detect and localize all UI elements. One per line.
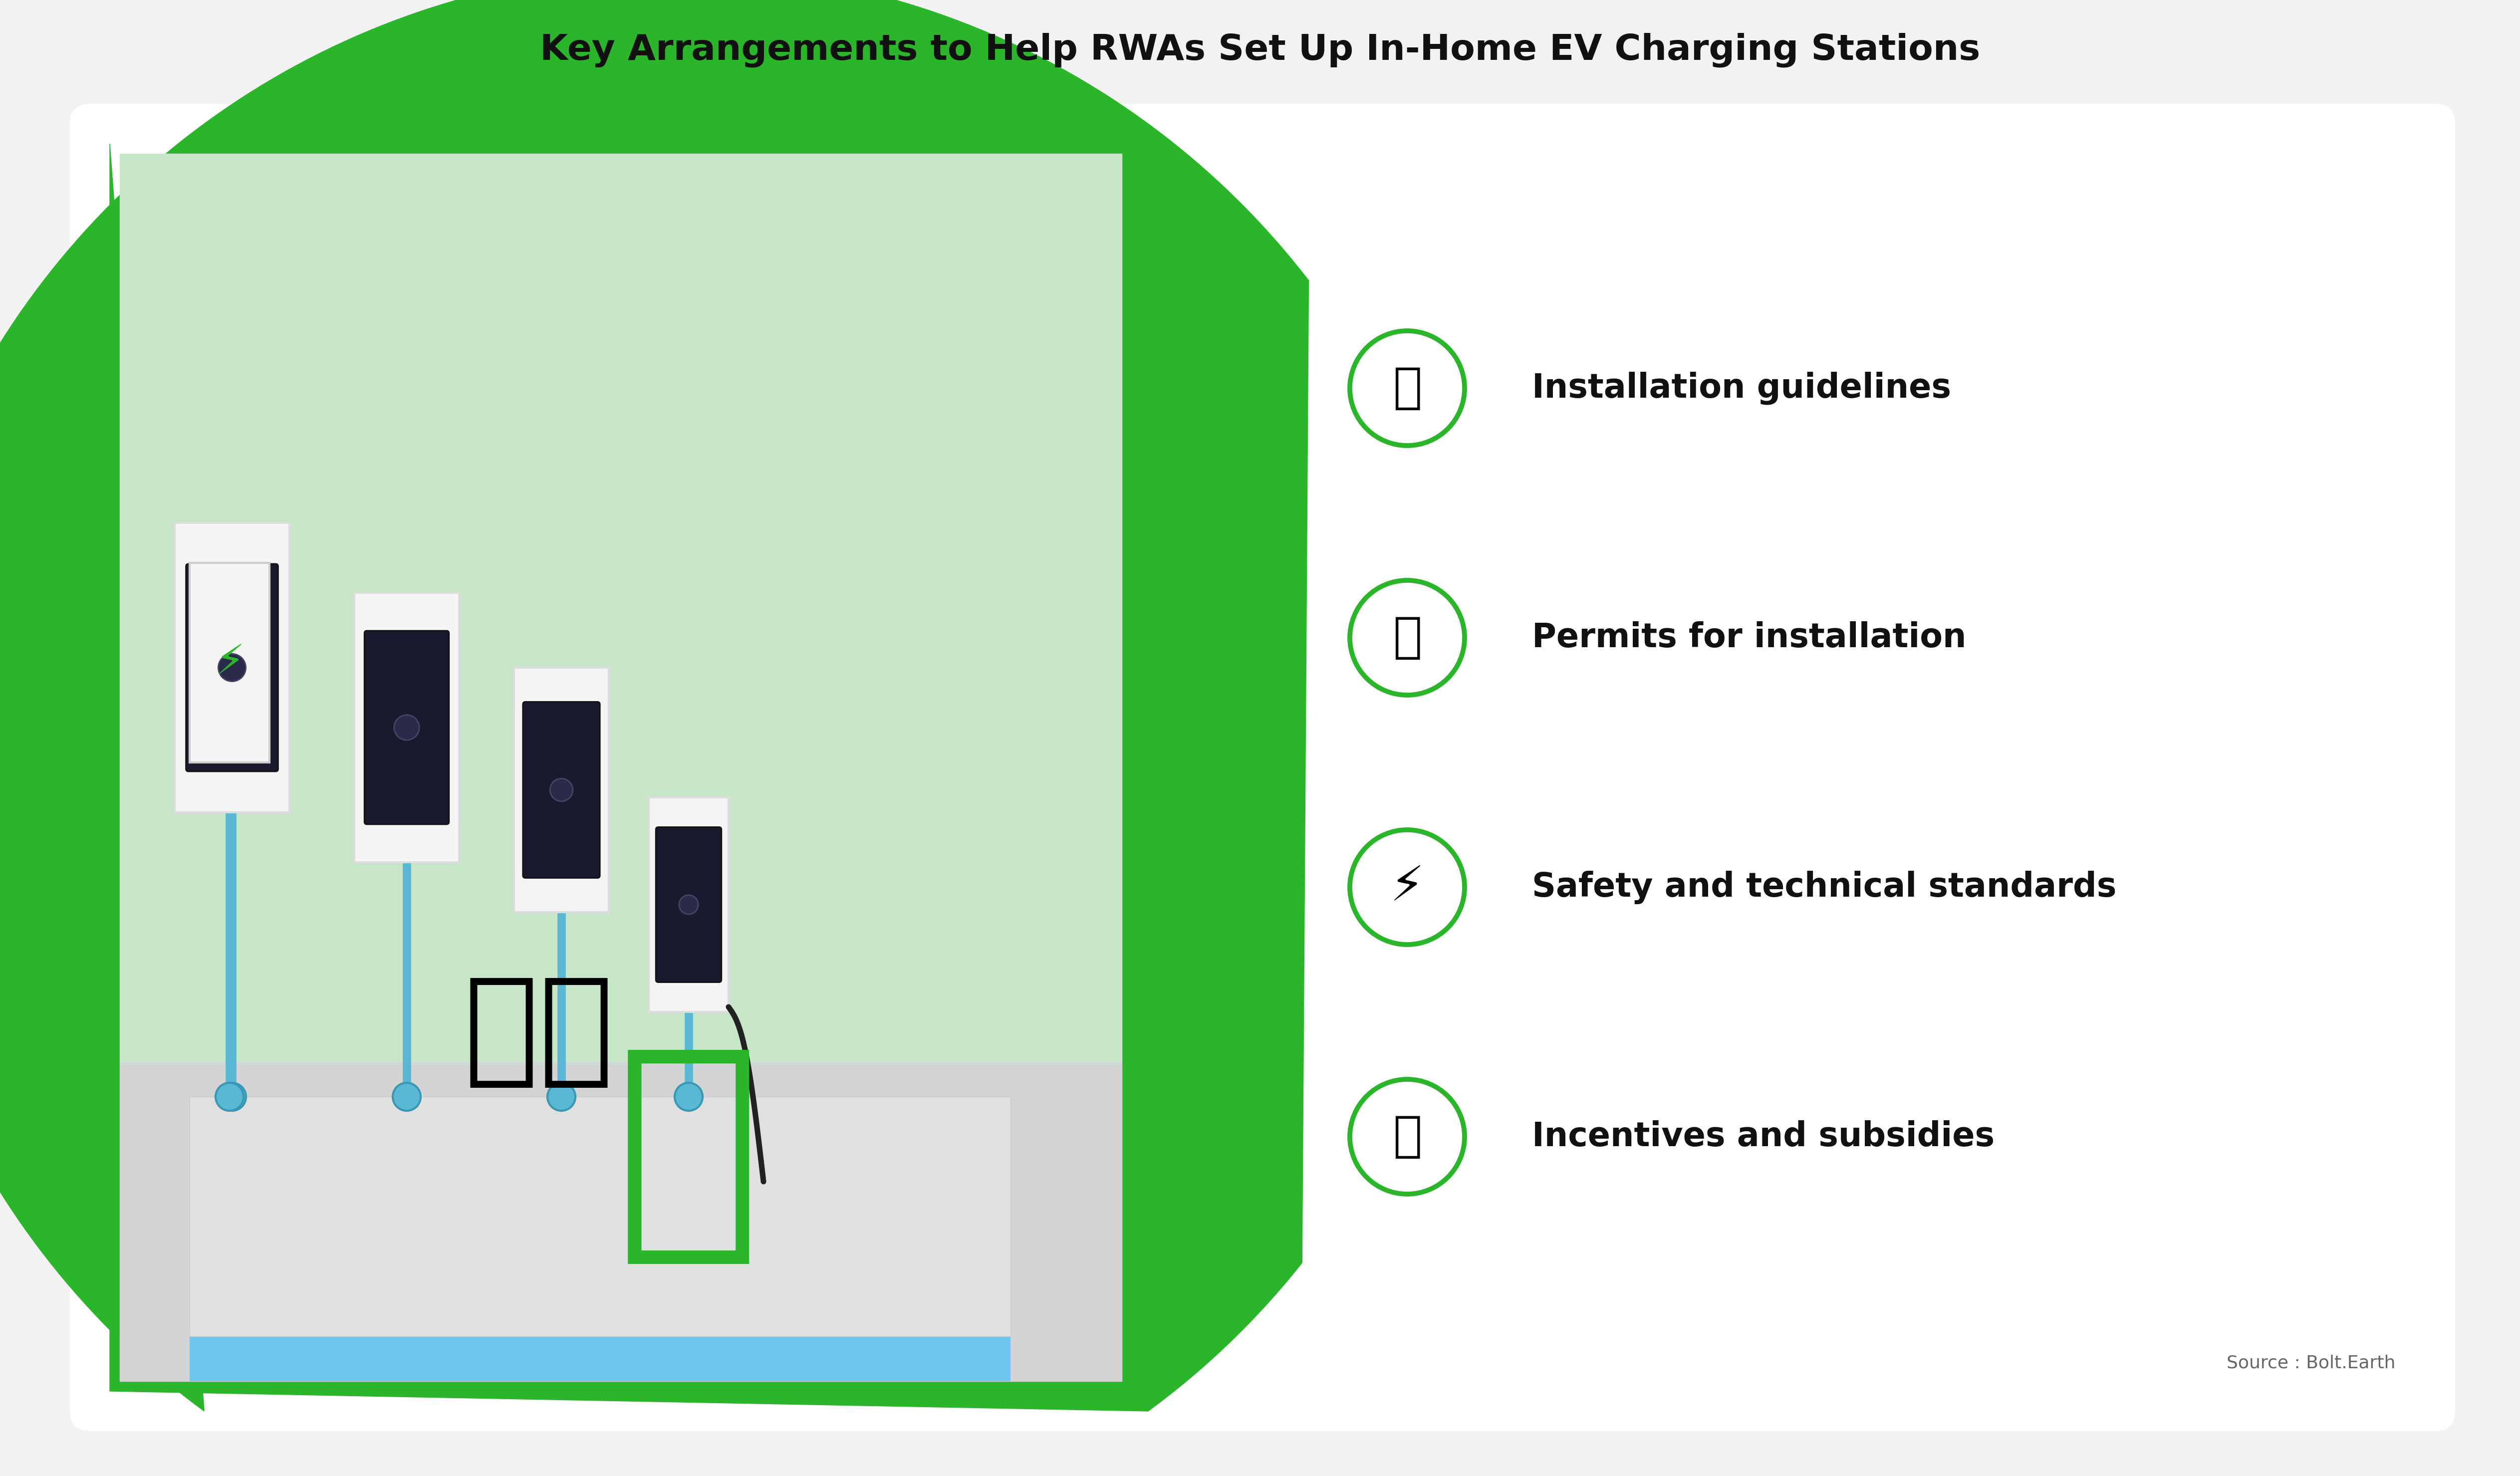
Text: 🛵: 🛵 bbox=[615, 1038, 761, 1271]
FancyBboxPatch shape bbox=[189, 1097, 1011, 1336]
Circle shape bbox=[393, 1083, 421, 1111]
FancyBboxPatch shape bbox=[355, 593, 459, 862]
Circle shape bbox=[219, 654, 247, 682]
Polygon shape bbox=[121, 154, 1121, 1061]
Circle shape bbox=[393, 714, 418, 739]
Circle shape bbox=[217, 1083, 244, 1111]
Polygon shape bbox=[0, 0, 1308, 1411]
Text: 🔧: 🔧 bbox=[1394, 365, 1421, 412]
Circle shape bbox=[1351, 830, 1464, 945]
FancyBboxPatch shape bbox=[522, 701, 600, 878]
FancyBboxPatch shape bbox=[189, 562, 270, 763]
FancyBboxPatch shape bbox=[189, 1336, 1011, 1382]
FancyBboxPatch shape bbox=[655, 827, 721, 982]
Circle shape bbox=[1351, 1079, 1464, 1194]
FancyBboxPatch shape bbox=[514, 667, 610, 912]
Circle shape bbox=[549, 778, 572, 801]
Text: 💰: 💰 bbox=[1394, 1113, 1421, 1160]
Text: Key Arrangements to Help RWAs Set Up In-Home EV Charging Stations: Key Arrangements to Help RWAs Set Up In-… bbox=[539, 32, 1981, 68]
Circle shape bbox=[1351, 580, 1464, 695]
Text: ⚡: ⚡ bbox=[1391, 863, 1424, 911]
Text: Source : Bolt.Earth: Source : Bolt.Earth bbox=[2225, 1355, 2394, 1371]
Text: Installation guidelines: Installation guidelines bbox=[1532, 372, 1950, 404]
FancyBboxPatch shape bbox=[174, 523, 290, 812]
FancyBboxPatch shape bbox=[186, 564, 277, 772]
Circle shape bbox=[219, 1083, 247, 1111]
Text: Incentives and subsidies: Incentives and subsidies bbox=[1532, 1120, 1996, 1153]
Circle shape bbox=[1351, 331, 1464, 446]
Polygon shape bbox=[121, 1061, 1121, 1382]
Text: 🧑‍💼: 🧑‍💼 bbox=[464, 971, 615, 1092]
Text: Safety and technical standards: Safety and technical standards bbox=[1532, 871, 2117, 903]
Text: 📋: 📋 bbox=[1394, 614, 1421, 661]
FancyBboxPatch shape bbox=[71, 103, 2454, 1432]
Text: ⚡: ⚡ bbox=[214, 642, 244, 683]
FancyBboxPatch shape bbox=[648, 797, 728, 1013]
Text: Permits for installation: Permits for installation bbox=[1532, 621, 1966, 654]
Circle shape bbox=[678, 894, 698, 914]
Circle shape bbox=[675, 1083, 703, 1111]
FancyBboxPatch shape bbox=[365, 630, 449, 824]
Circle shape bbox=[547, 1083, 575, 1111]
